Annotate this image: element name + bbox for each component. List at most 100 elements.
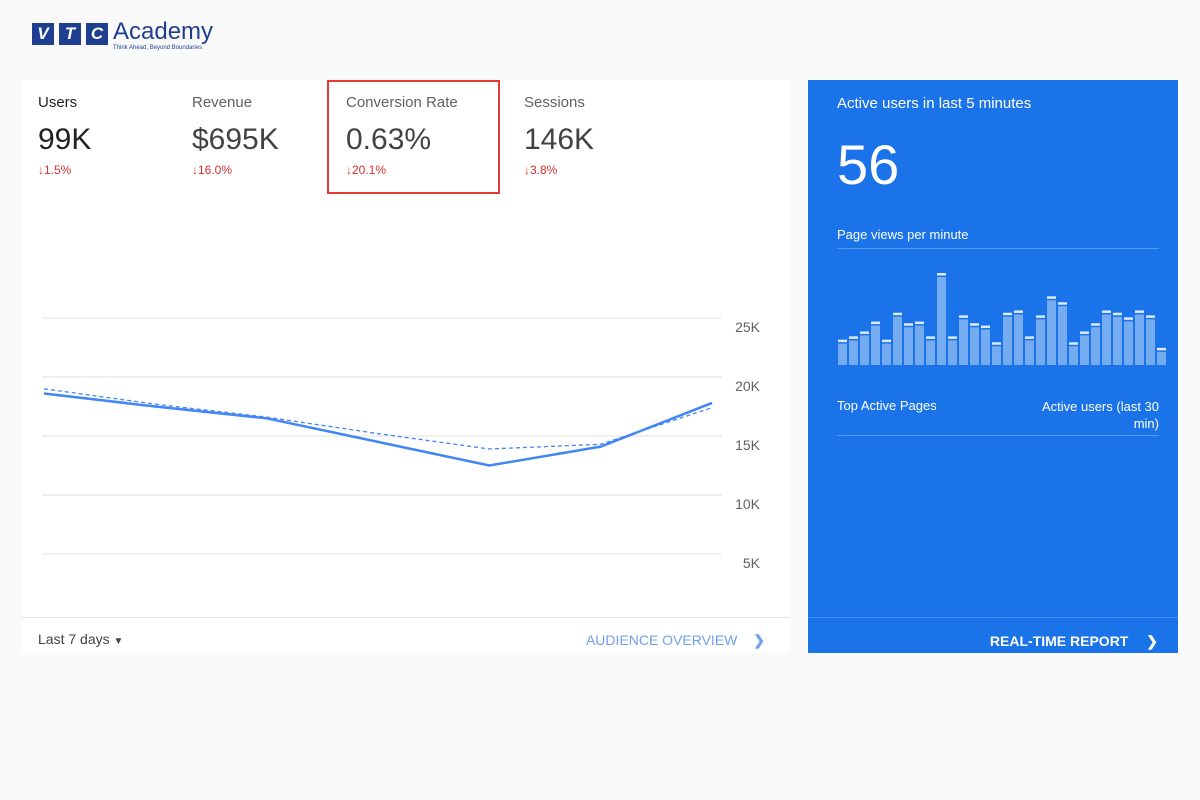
- pageview-bar: [915, 325, 924, 365]
- caret-down-icon: ▼: [113, 636, 124, 647]
- pageview-bar-cap: [904, 323, 913, 326]
- logo-c: C: [86, 23, 108, 45]
- realtime-report-link[interactable]: REAL-TIME REPORT ❯: [989, 633, 1158, 649]
- pageview-bar-cap: [1146, 315, 1155, 318]
- metric-label: Sessions: [524, 94, 585, 111]
- pageview-bar-cap: [1003, 312, 1012, 316]
- logo-tagline: Think Ahead, Beyond Boundaries: [113, 45, 203, 51]
- metric-value: 0.63%: [346, 123, 432, 156]
- pageview-bar-cap: [1025, 336, 1034, 339]
- pageview-bar: [981, 329, 990, 365]
- chevron-right-icon: ❯: [1146, 633, 1158, 649]
- realtime-card: Active users in last 5 minutes 56 Page v…: [808, 80, 1178, 653]
- active-user-count: 56: [837, 133, 900, 196]
- pageview-bar: [871, 325, 880, 365]
- logo-name: Academy: [113, 18, 214, 45]
- pageview-bar: [1080, 335, 1089, 365]
- pageview-bar: [1146, 319, 1155, 365]
- metric-users[interactable]: Users 99K ↓1.5%: [38, 94, 91, 177]
- series-line-dashed: [43, 388, 713, 450]
- pageview-bar: [1124, 321, 1133, 365]
- highlight-box: [327, 80, 500, 194]
- pageview-bar-cap: [893, 312, 902, 316]
- pageview-bar: [1135, 314, 1144, 365]
- pageview-bar-cap: [882, 339, 891, 343]
- pageview-bar: [860, 335, 869, 365]
- chevron-right-icon: ❯: [753, 632, 765, 648]
- metric-label: Conversion Rate: [346, 94, 458, 111]
- pageview-bar: [926, 340, 935, 365]
- pageview-bar: [970, 327, 979, 365]
- top-pages-header: Top Active Pages: [837, 398, 937, 413]
- y-tick-label: 5K: [743, 555, 761, 571]
- arrow-down-icon: ↓: [38, 163, 44, 177]
- pageview-bar: [1091, 327, 1100, 365]
- pageview-bar-cap: [1069, 342, 1078, 345]
- y-tick-label: 20K: [735, 378, 761, 394]
- pageview-bar-cap: [959, 315, 968, 318]
- metric-value: 99K: [38, 123, 92, 156]
- y-tick-label: 10K: [735, 496, 761, 512]
- arrow-down-icon: ↓: [192, 163, 198, 177]
- metric-change: ↓1.5%: [38, 163, 72, 177]
- pageview-bar: [904, 327, 913, 365]
- logo-v: V: [32, 23, 54, 45]
- pageview-bar: [959, 319, 968, 365]
- pageview-bar-cap: [1080, 331, 1089, 334]
- metric-change: ↓3.8%: [524, 163, 558, 177]
- pageview-bar: [1058, 306, 1067, 365]
- pageview-bar: [948, 340, 957, 365]
- logo-t: T: [59, 23, 81, 45]
- pageview-bar: [882, 343, 891, 365]
- audience-card: Users 99K ↓1.5% Revenue $695K ↓16.0% Con…: [22, 80, 789, 653]
- arrow-down-icon: ↓: [524, 163, 530, 177]
- metric-change: ↓16.0%: [192, 163, 233, 177]
- metric-label: Users: [38, 94, 78, 111]
- metric-value: 146K: [524, 123, 595, 156]
- pageview-bar-cap: [1014, 310, 1023, 313]
- pageview-bar-cap: [915, 321, 924, 325]
- pageview-bar-cap: [1036, 315, 1045, 318]
- audience-overview-link[interactable]: AUDIENCE OVERVIEW ❯: [585, 632, 765, 648]
- pageview-bar-cap: [1047, 296, 1056, 299]
- metric-label: Revenue: [192, 94, 253, 111]
- pageview-bar-cap: [948, 336, 957, 339]
- pageview-bar: [992, 346, 1001, 365]
- pageview-bar-cap: [1102, 310, 1111, 313]
- pageview-bar: [1036, 319, 1045, 365]
- pageview-bar-cap: [1124, 317, 1133, 320]
- pageview-bar-cap: [871, 321, 880, 325]
- date-range-dropdown[interactable]: Last 7 days ▼: [38, 631, 124, 647]
- line-chart: 25K20K15K10K5K005Jul060708091011: [42, 317, 761, 571]
- pageview-bar-cap: [1157, 347, 1166, 351]
- pageviews-label: Page views per minute: [837, 227, 969, 242]
- y-tick-label: 15K: [735, 437, 761, 453]
- pageview-bar-cap: [992, 342, 1001, 345]
- pageview-bar-cap: [970, 323, 979, 326]
- pageview-bar-cap: [1113, 312, 1122, 316]
- y-tick-label: 25K: [735, 319, 761, 335]
- series-line-solid: [43, 392, 713, 467]
- pageview-bar: [1113, 316, 1122, 365]
- pageview-bar-cap: [1135, 310, 1144, 313]
- pageview-bar: [838, 343, 847, 365]
- metric-revenue[interactable]: Revenue $695K ↓16.0%: [192, 94, 279, 177]
- metric-sessions[interactable]: Sessions 146K ↓3.8%: [524, 94, 594, 177]
- pageview-bar: [1014, 314, 1023, 365]
- metric-value: $695K: [192, 123, 279, 156]
- pageview-bar: [1102, 314, 1111, 365]
- pageview-bar-cap: [937, 273, 946, 276]
- pageview-bar: [893, 316, 902, 365]
- pageview-bar: [1025, 340, 1034, 365]
- metric-conversion-rate[interactable]: Conversion Rate 0.63% ↓20.1%: [346, 94, 458, 177]
- metric-change: ↓20.1%: [346, 163, 387, 177]
- pageview-bar: [1157, 351, 1166, 365]
- pageview-bar: [1069, 346, 1078, 365]
- divider: [808, 617, 1178, 618]
- pageview-bar-cap: [926, 336, 935, 339]
- realtime-title: Active users in last 5 minutes: [837, 95, 1032, 112]
- pageview-bar-cap: [838, 339, 847, 343]
- pageview-bar-cap: [1058, 302, 1067, 305]
- pageview-bar-cap: [860, 331, 869, 334]
